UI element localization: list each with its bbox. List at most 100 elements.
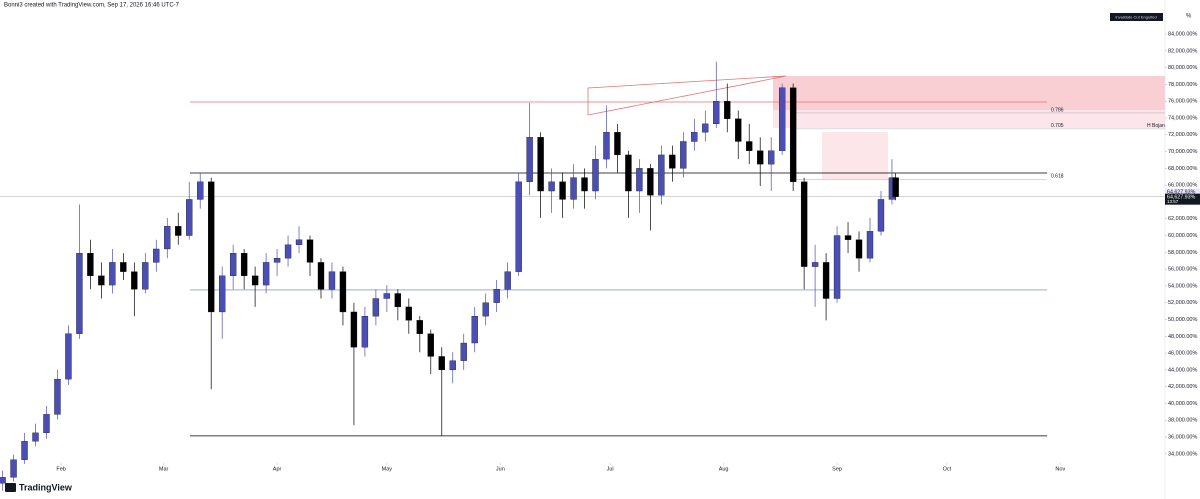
candle-body xyxy=(647,168,654,196)
y-tick-label: 38,000.00% xyxy=(1168,418,1197,424)
legend-box xyxy=(1110,13,1163,21)
x-tick-label: Sep xyxy=(832,466,842,472)
candle-body xyxy=(328,271,336,290)
candle-body xyxy=(317,262,325,290)
candle-body xyxy=(87,253,94,276)
x-tick-label: Feb xyxy=(56,466,65,472)
y-tick-label: 36,000.00% xyxy=(1168,435,1197,441)
y-tick-label: 66,000.00% xyxy=(1168,183,1197,189)
candle-body xyxy=(394,293,402,308)
y-tick-label: 60,000.00% xyxy=(1168,233,1197,239)
supply-zone xyxy=(773,76,1165,110)
candle-body xyxy=(43,414,50,434)
candle-body xyxy=(844,235,852,240)
candle-body xyxy=(570,177,577,200)
fib-label: 0.786 xyxy=(1051,107,1064,113)
x-tick-label: Mar xyxy=(159,466,169,472)
candle-body xyxy=(724,101,731,119)
candle-body xyxy=(361,315,369,348)
candle-body xyxy=(251,275,259,286)
y-tick-label: 46,000.00% xyxy=(1168,351,1197,357)
y-tick-label: 44,000.00% xyxy=(1168,367,1197,373)
candle-body xyxy=(0,477,6,484)
candle-body xyxy=(273,258,281,263)
axes: 34,000.00% 36,000.00% 38,000.00% 40,000.00%… xyxy=(56,31,1200,472)
candle-body xyxy=(592,158,599,192)
candle-body xyxy=(306,239,314,263)
candle-body xyxy=(702,123,709,133)
x-tick-label: Nov xyxy=(1055,466,1065,472)
candle-body xyxy=(581,177,588,192)
y-tick-label: 72,000.00% xyxy=(1168,132,1197,138)
candle-body xyxy=(32,432,39,442)
countdown: 13:57 xyxy=(1167,199,1179,204)
candle-body xyxy=(504,271,511,290)
candle-body xyxy=(515,181,522,272)
candle-body xyxy=(603,132,610,160)
candle-body xyxy=(636,168,643,192)
candle-body xyxy=(460,342,467,361)
candle-body xyxy=(21,441,28,460)
candle-body xyxy=(822,262,830,299)
candle-body xyxy=(120,262,127,272)
candle-body xyxy=(493,289,500,303)
candle-body xyxy=(471,315,478,344)
candle-body xyxy=(76,253,83,334)
candle-body xyxy=(427,333,434,357)
candle-body xyxy=(175,226,182,236)
y-tick-label: 84,000.00% xyxy=(1168,31,1197,37)
candle-body xyxy=(197,181,204,200)
candle-body xyxy=(98,275,105,286)
y-tick-label: 74,000.00% xyxy=(1168,115,1197,121)
header: Bonni3 created with TradingView.com, Sep… xyxy=(4,3,180,9)
candle-body xyxy=(416,320,423,334)
x-tick-label: Oct xyxy=(943,466,952,472)
candle-body xyxy=(625,154,632,192)
candle-body xyxy=(746,141,753,151)
y-tick-label: 70,000.00% xyxy=(1168,149,1197,155)
candle-body xyxy=(295,239,303,245)
y-tick-label: 62,000.00% xyxy=(1168,216,1197,222)
candle-body xyxy=(855,239,863,259)
logo-text: TradingView xyxy=(19,482,73,492)
y-tick-label: 58,000.00% xyxy=(1168,250,1197,256)
y-tick-label: 50,000.00% xyxy=(1168,317,1197,323)
candle-body xyxy=(164,226,171,250)
y-axis-label: % xyxy=(1186,14,1192,20)
candle-body xyxy=(284,244,292,259)
y-tick-label: 48,000.00% xyxy=(1168,334,1197,340)
y-tick-label: 76,000.00% xyxy=(1168,99,1197,105)
annotation: H Bojan xyxy=(1147,123,1165,129)
drawing-zones xyxy=(587,75,1165,179)
x-tick-label: Jun xyxy=(496,466,505,472)
candle-body xyxy=(218,275,226,313)
candle-body xyxy=(339,271,347,313)
candle-body xyxy=(240,253,248,276)
candle-body xyxy=(877,199,885,232)
candle-body xyxy=(405,306,412,321)
candle-body xyxy=(208,181,215,313)
x-tick-label: May xyxy=(382,466,393,472)
candle-body xyxy=(153,248,160,263)
candle-body xyxy=(109,262,116,286)
candle-body xyxy=(548,181,555,192)
price-label-box xyxy=(1165,193,1200,205)
candle-body xyxy=(229,253,237,276)
candle-body xyxy=(866,231,874,259)
price-label-box xyxy=(1165,188,1200,196)
candle-body xyxy=(54,378,61,415)
candle-body xyxy=(526,137,533,182)
fib-label: 0.618 xyxy=(1051,174,1064,180)
fvg-zone xyxy=(822,132,888,179)
candle-body xyxy=(833,235,841,299)
legend-box-text: Invalidate Cut Engulfed xyxy=(1115,14,1156,19)
candle-body xyxy=(757,150,764,165)
candle-body xyxy=(789,87,797,182)
candle-body xyxy=(658,154,665,196)
candle-body xyxy=(735,118,742,142)
supply-zone-lower xyxy=(773,110,1165,128)
candle-body xyxy=(438,356,445,371)
candle-body xyxy=(65,333,72,380)
